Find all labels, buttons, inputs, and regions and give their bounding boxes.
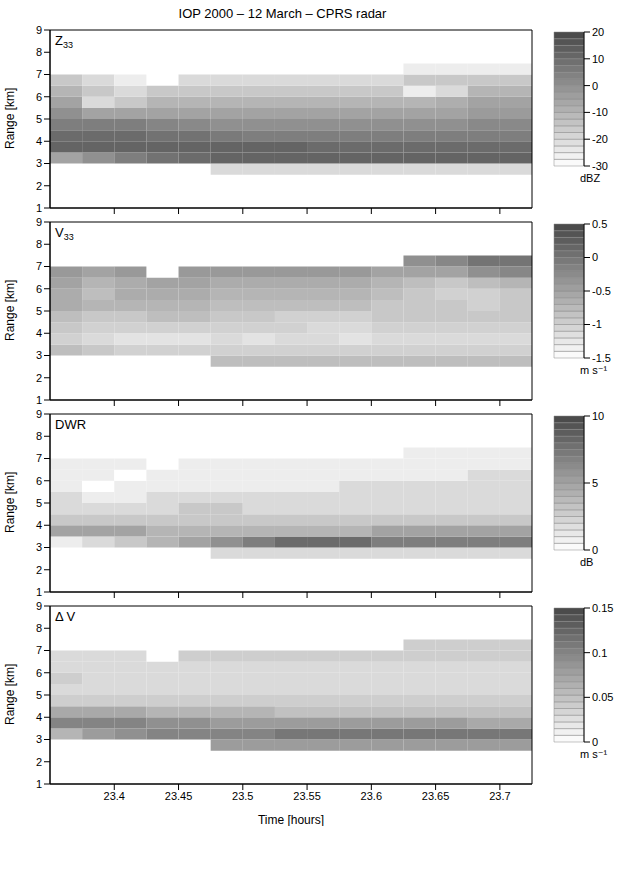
svg-text:7: 7 [36,452,42,464]
svg-text:4: 4 [36,519,42,531]
svg-text:0: 0 [592,251,598,263]
svg-text:2: 2 [36,372,42,384]
svg-text:7: 7 [36,260,42,272]
svg-text:0.5: 0.5 [592,218,607,230]
svg-text:-0.5: -0.5 [592,285,611,297]
svg-text:6: 6 [36,667,42,679]
svg-text:0: 0 [592,80,598,92]
svg-text:4: 4 [36,135,42,147]
svg-text:8: 8 [36,46,42,58]
svg-text:0.15: 0.15 [592,602,613,614]
svg-text:9: 9 [36,600,42,612]
svg-text:-20: -20 [592,133,608,145]
svg-text:0: 0 [592,544,598,556]
svg-text:8: 8 [36,622,42,634]
svg-text:-10: -10 [592,106,608,118]
svg-text:1: 1 [36,394,42,406]
svg-text:2: 2 [36,756,42,768]
svg-text:5: 5 [36,113,42,125]
svg-text:V33: V33 [55,225,74,242]
svg-text:4: 4 [36,711,42,723]
svg-text:1: 1 [36,778,42,790]
html-text:m s⁻¹: m s⁻¹ [580,748,608,760]
svg-text:23.55: 23.55 [293,790,321,802]
svg-text:Time [hours]: Time [hours] [258,813,324,826]
svg-text:6: 6 [36,91,42,103]
svg-text:3: 3 [36,733,42,745]
svg-text:-1.5: -1.5 [592,352,611,364]
html-text:m s⁻¹: m s⁻¹ [580,364,608,376]
svg-text:3: 3 [36,157,42,169]
svg-text:5: 5 [36,689,42,701]
html-text:IOP 2000 – 12 March – CPRS rad: IOP 2000 – 12 March – CPRS radar [178,6,387,21]
svg-text:5: 5 [36,305,42,317]
svg-text:0: 0 [592,736,598,748]
svg-text:8: 8 [36,238,42,250]
svg-text:23.5: 23.5 [232,790,253,802]
svg-text:-30: -30 [592,160,608,172]
svg-text:Z33: Z33 [55,33,73,50]
svg-text:23.6: 23.6 [361,790,382,802]
svg-text:9: 9 [36,24,42,36]
svg-text:3: 3 [36,541,42,553]
html-text:dB: dB [580,556,594,568]
svg-text:6: 6 [36,283,42,295]
svg-text:5: 5 [36,497,42,509]
svg-text:10: 10 [592,410,604,422]
svg-text:23.45: 23.45 [165,790,193,802]
svg-text:6: 6 [36,475,42,487]
svg-text:-1: -1 [592,318,602,330]
svg-text:1: 1 [36,202,42,214]
svg-text:7: 7 [36,644,42,656]
svg-text:Range [km]: Range [km] [3,472,17,533]
svg-text:2: 2 [36,180,42,192]
svg-text:Range [km]: Range [km] [3,88,17,149]
svg-text:8: 8 [36,430,42,442]
svg-text:3: 3 [36,349,42,361]
svg-text:10: 10 [592,53,604,65]
svg-text:20: 20 [592,26,604,38]
html-text:dBZ: dBZ [580,172,601,184]
svg-text:2: 2 [36,564,42,576]
svg-text:9: 9 [36,408,42,420]
svg-text:9: 9 [36,216,42,228]
svg-text:DWR: DWR [55,417,86,432]
svg-text:Range [km]: Range [km] [3,280,17,341]
svg-text:4: 4 [36,327,42,339]
svg-text:23.65: 23.65 [422,790,450,802]
svg-text:Δ V: Δ V [55,609,76,624]
svg-text:7: 7 [36,68,42,80]
svg-text:5: 5 [592,477,598,489]
svg-text:0.1: 0.1 [592,647,607,659]
svg-text:23.7: 23.7 [489,790,510,802]
svg-text:0.05: 0.05 [592,691,613,703]
svg-text:23.4: 23.4 [104,790,125,802]
svg-text:1: 1 [36,586,42,598]
svg-text:Range [km]: Range [km] [3,664,17,725]
